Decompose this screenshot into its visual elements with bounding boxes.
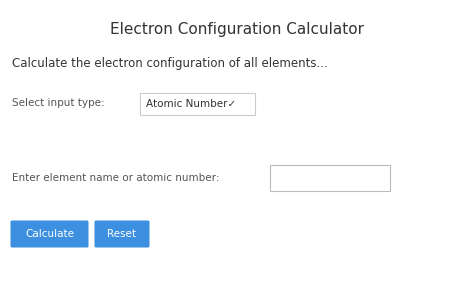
Text: Electron Configuration Calculator: Electron Configuration Calculator	[110, 22, 364, 37]
Text: Atomic Number✓: Atomic Number✓	[146, 99, 236, 109]
FancyBboxPatch shape	[10, 221, 89, 247]
FancyBboxPatch shape	[270, 165, 390, 191]
FancyBboxPatch shape	[94, 221, 149, 247]
Text: Reset: Reset	[108, 229, 137, 239]
FancyBboxPatch shape	[140, 93, 255, 115]
Text: Enter element name or atomic number:: Enter element name or atomic number:	[12, 173, 219, 183]
Text: Select input type:: Select input type:	[12, 98, 105, 108]
Text: Calculate the electron configuration of all elements...: Calculate the electron configuration of …	[12, 57, 328, 70]
Text: Calculate: Calculate	[25, 229, 74, 239]
